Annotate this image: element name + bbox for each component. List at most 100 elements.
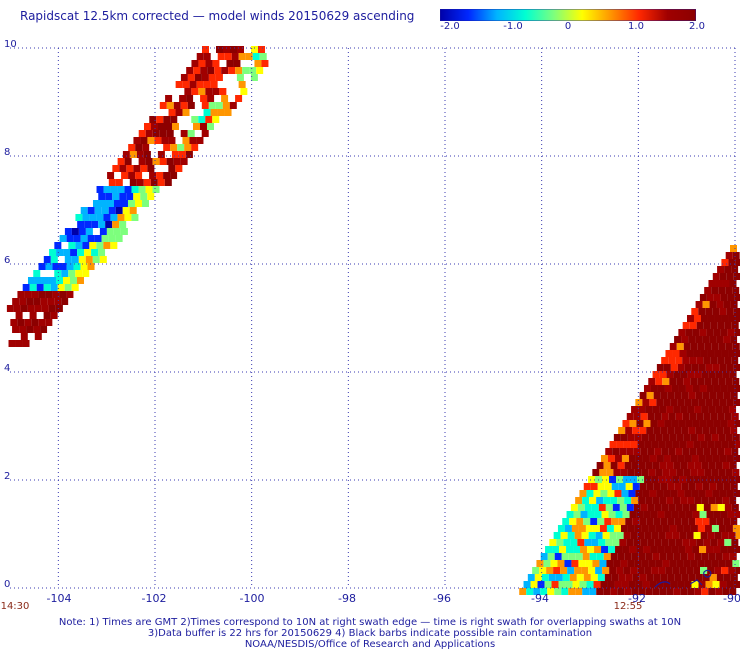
wind-cell xyxy=(579,581,587,588)
wind-cell xyxy=(180,158,188,165)
wind-cell xyxy=(660,574,668,581)
wind-cell xyxy=(48,277,56,284)
wind-cell xyxy=(680,497,688,504)
footnote-line: NOAA/NESDIS/Office of Research and Appli… xyxy=(244,639,496,650)
wind-cell xyxy=(582,588,590,595)
wind-cell xyxy=(717,357,725,364)
wind-cell xyxy=(704,469,712,476)
wind-cell xyxy=(145,158,153,165)
wind-cell xyxy=(159,130,167,137)
wind-cell xyxy=(63,249,71,256)
wind-cell xyxy=(612,504,620,511)
wind-cell xyxy=(140,165,148,172)
wind-cell xyxy=(214,67,222,74)
wind-cell xyxy=(591,504,599,511)
wind-cell xyxy=(732,287,740,294)
wind-cell xyxy=(613,434,621,441)
wind-cell xyxy=(645,462,653,469)
wind-cell xyxy=(163,144,171,151)
wind-cell xyxy=(611,483,619,490)
wind-cell xyxy=(633,539,641,546)
wind-cell xyxy=(626,504,634,511)
wind-cell xyxy=(702,336,710,343)
wind-cell xyxy=(723,483,731,490)
wind-cell xyxy=(182,109,190,116)
wind-cell xyxy=(597,518,605,525)
wind-cell xyxy=(657,385,665,392)
wind-cell xyxy=(641,525,649,532)
wind-cell xyxy=(648,560,656,567)
wind-cell xyxy=(646,518,654,525)
wind-cell xyxy=(705,581,713,588)
wind-cell xyxy=(54,298,62,305)
wind-cell xyxy=(727,294,735,301)
wind-cell xyxy=(80,263,88,270)
wind-cell xyxy=(661,539,669,546)
wind-cell xyxy=(590,574,598,581)
wind-cell xyxy=(650,511,658,518)
wind-cell xyxy=(581,567,589,574)
wind-cell xyxy=(690,343,698,350)
wind-cell xyxy=(77,249,85,256)
wind-cell xyxy=(560,567,568,574)
wind-cell xyxy=(697,525,705,532)
wind-cell xyxy=(695,427,703,434)
wind-cell xyxy=(622,546,630,553)
wind-cell xyxy=(73,263,81,270)
wind-cell xyxy=(673,371,681,378)
wind-cell xyxy=(711,469,719,476)
wind-cell xyxy=(625,518,633,525)
wind-cell xyxy=(96,242,104,249)
wind-cell xyxy=(184,144,192,151)
wind-cell xyxy=(205,88,213,95)
wind-cell xyxy=(694,406,702,413)
wind-cell xyxy=(658,532,666,539)
wind-cell xyxy=(568,588,576,595)
wind-cell xyxy=(710,357,718,364)
wind-cell xyxy=(187,74,195,81)
wind-cell xyxy=(549,539,557,546)
wind-cell xyxy=(700,315,708,322)
wind-cell xyxy=(688,427,696,434)
wind-cell xyxy=(156,116,164,123)
wind-cell xyxy=(713,329,721,336)
wind-cell xyxy=(700,441,708,448)
wind-cell xyxy=(729,371,737,378)
wind-cell xyxy=(708,588,716,595)
wind-cell xyxy=(223,46,230,53)
colorbar-tick: -1.0 xyxy=(503,21,523,32)
wind-cell xyxy=(596,553,604,560)
wind-cell xyxy=(605,504,613,511)
wind-cell xyxy=(140,137,148,144)
wind-cell xyxy=(616,567,624,574)
wind-cell xyxy=(600,455,608,462)
wind-cell xyxy=(708,553,716,560)
wind-cell xyxy=(591,539,599,546)
wind-cell xyxy=(706,329,714,336)
wind-cell xyxy=(690,378,698,385)
wind-cell xyxy=(113,228,121,235)
wind-cell xyxy=(725,343,733,350)
wind-cell xyxy=(712,581,720,588)
wind-cell xyxy=(638,588,646,595)
wind-cell xyxy=(637,441,645,448)
wind-cell xyxy=(588,476,596,483)
wind-cell xyxy=(633,413,641,420)
wind-cell xyxy=(613,560,621,567)
wind-cell xyxy=(693,350,701,357)
wind-cell xyxy=(62,277,70,284)
wind-cell xyxy=(644,567,652,574)
wind-cell xyxy=(692,420,700,427)
wind-cell xyxy=(579,490,587,497)
wind-cell xyxy=(724,448,732,455)
wind-cell xyxy=(722,280,730,287)
wind-cell xyxy=(675,413,683,420)
wind-cell xyxy=(94,207,102,214)
wind-cell xyxy=(168,109,176,116)
wind-cell xyxy=(36,284,44,291)
wind-cell xyxy=(653,574,661,581)
wind-cell xyxy=(681,427,689,434)
wind-cell xyxy=(693,441,701,448)
wind-cell xyxy=(715,553,723,560)
wind-cell xyxy=(647,413,655,420)
